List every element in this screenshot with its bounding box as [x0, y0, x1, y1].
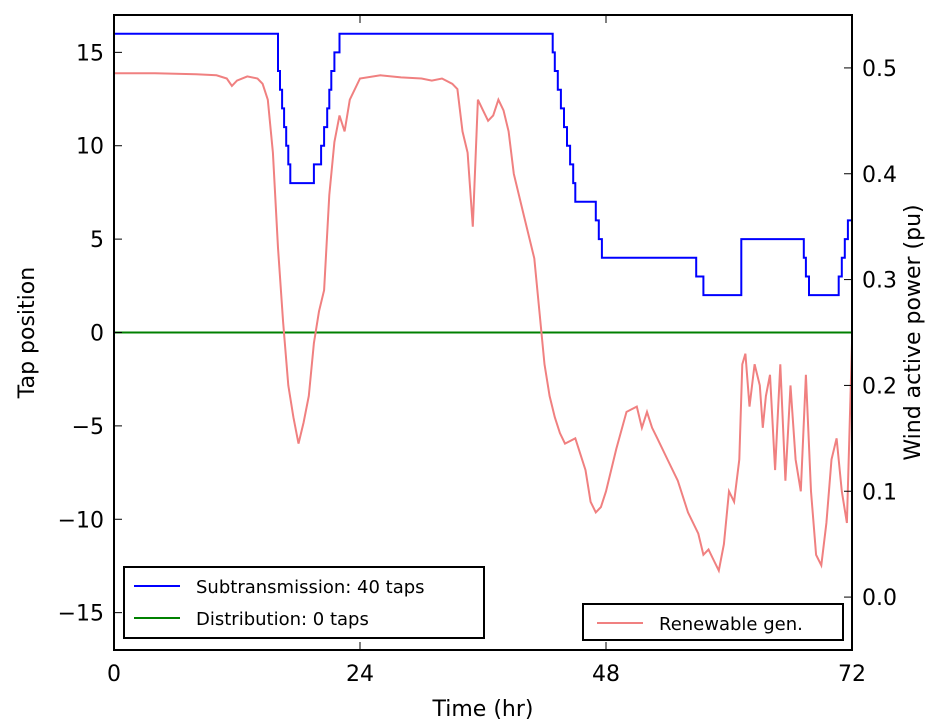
left-y-tick-label: −15	[58, 602, 104, 627]
ticks-layer: 0 24 48 72 15 10 5 0 −5 −10 −15 0.5 0.4 0.3 0.2 0.1 0.0	[58, 15, 897, 687]
right-y-tick-label: 0.1	[862, 480, 897, 505]
left-y-tick-label: 0	[90, 322, 104, 347]
legend-lower-left: Subtransmission: 40 taps Distribution: 0 …	[123, 566, 485, 639]
legend-lower-right: Renewable gen.	[582, 603, 844, 641]
left-y-axis-label: Tap position	[15, 267, 40, 399]
x-tick-label: 0	[107, 662, 121, 687]
right-y-tick-label: 0.3	[862, 269, 897, 294]
x-tick-label: 48	[592, 662, 620, 687]
left-y-tick-label: −5	[72, 415, 104, 440]
right-y-tick-label: 0.5	[862, 57, 897, 82]
legend-label: Subtransmission: 40 taps	[196, 577, 425, 598]
x-axis-label: Time (hr)	[432, 697, 534, 722]
x-tick-label: 72	[838, 662, 866, 687]
right-y-tick-label: 0.2	[862, 374, 897, 399]
legend-label: Distribution: 0 taps	[196, 609, 369, 630]
series-layer	[114, 32, 852, 574]
left-y-tick-label: 5	[90, 228, 104, 253]
legend-layer: Subtransmission: 40 taps Distribution: 0 …	[123, 566, 844, 641]
right-y-axis-label: Wind active power (pu)	[901, 204, 926, 460]
left-y-tick-label: −10	[58, 508, 104, 533]
right-y-tick-label: 0.0	[862, 586, 897, 611]
series-line-renewable-gen	[114, 72, 852, 574]
right-y-tick-label: 0.4	[862, 163, 897, 188]
left-y-tick-label: 10	[76, 135, 104, 160]
x-tick-label: 24	[346, 662, 374, 687]
series-line-subtransmission-40-taps	[114, 32, 852, 297]
left-y-tick-label: 15	[76, 41, 104, 66]
legend-box	[123, 566, 485, 639]
legend-label: Renewable gen.	[659, 614, 803, 635]
